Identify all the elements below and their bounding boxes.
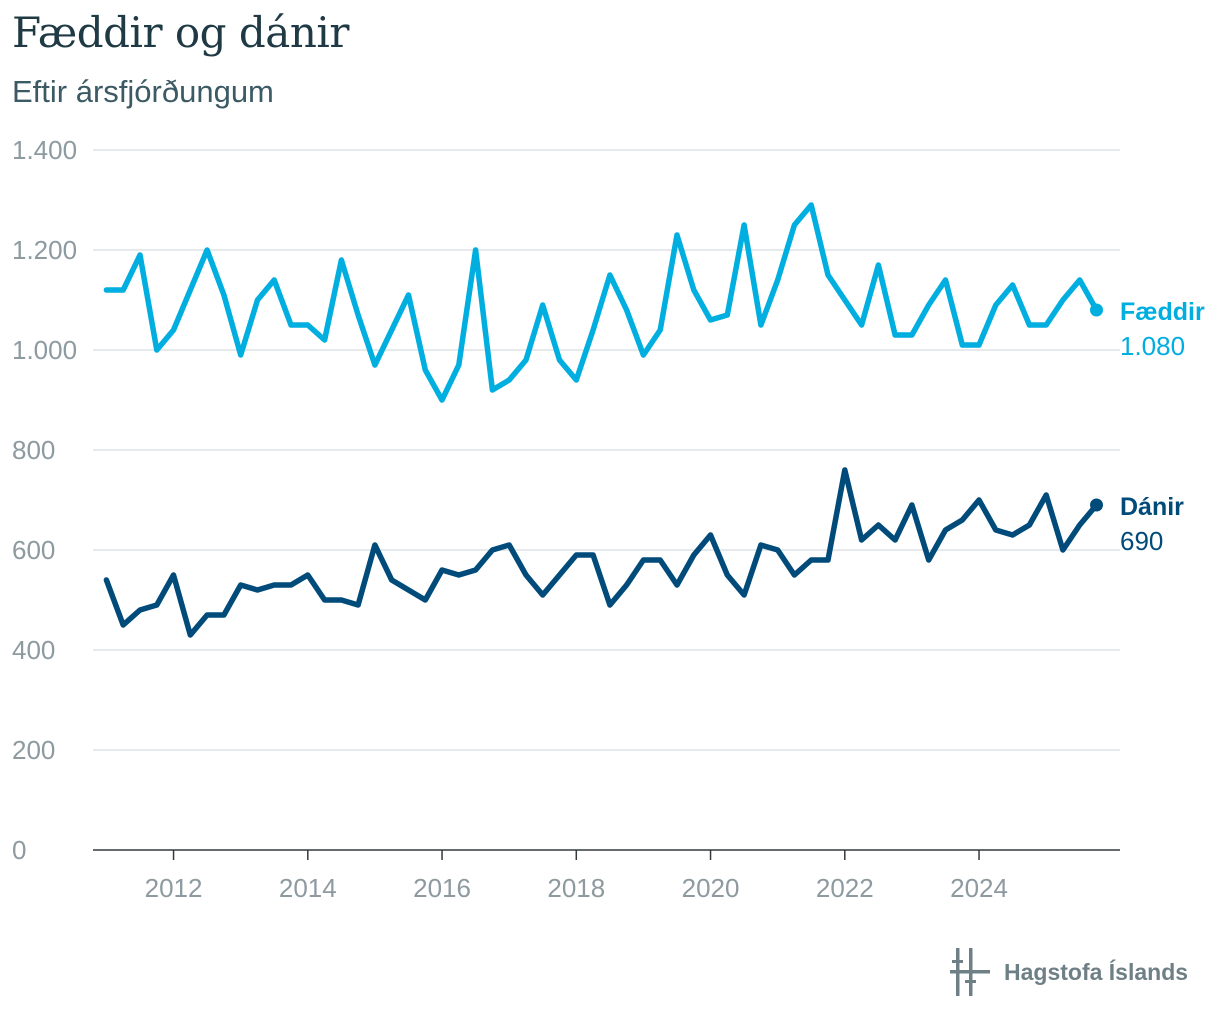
y-tick-label: 1.000 <box>12 335 77 365</box>
y-tick-label: 1.200 <box>12 235 77 265</box>
series-line-danir <box>103 467 1100 638</box>
x-tick-label: 2024 <box>950 873 1008 903</box>
series-value-danir: 690 <box>1120 526 1163 556</box>
series-label-faeddir: Fæddir <box>1120 298 1205 326</box>
y-axis-ticks: 0 200 400 600 800 1.000 1.200 1.400 <box>12 135 77 865</box>
x-tick-label: 2016 <box>413 873 471 903</box>
y-tick-label: 400 <box>12 635 55 665</box>
brand-name: Hagstofa Íslands <box>1004 958 1189 985</box>
chart-title: Fæddir og dánir <box>12 8 349 57</box>
chart-subtitle: Eftir ársfjórðungum <box>12 74 274 109</box>
y-tick-label: 1.400 <box>12 135 77 165</box>
x-tick-label: 2018 <box>547 873 605 903</box>
series-line-faeddir <box>103 202 1100 403</box>
x-tick-label: 2012 <box>145 873 203 903</box>
y-tick-label: 0 <box>12 835 26 865</box>
y-tick-label: 200 <box>12 735 55 765</box>
series-label-danir: Dánir <box>1120 493 1184 521</box>
y-tick-label: 600 <box>12 535 55 565</box>
series-group <box>103 202 1104 638</box>
series-end-point-faeddir <box>1090 303 1104 317</box>
series-labels: Fæddir 1.080 Dánir 690 <box>1120 298 1205 556</box>
brand-logo: Hagstofa Íslands <box>950 944 1188 1000</box>
hagstofa-logo-icon <box>950 948 990 996</box>
grid-lines <box>93 149 1120 751</box>
x-axis: 2012 2014 2016 2018 2020 2022 2024 <box>93 849 1120 903</box>
x-tick-label: 2020 <box>682 873 740 903</box>
series-value-faeddir: 1.080 <box>1120 331 1185 361</box>
y-tick-label: 800 <box>12 435 55 465</box>
x-tick-label: 2022 <box>816 873 874 903</box>
x-tick-label: 2014 <box>279 873 337 903</box>
series-end-point-danir <box>1090 498 1104 512</box>
